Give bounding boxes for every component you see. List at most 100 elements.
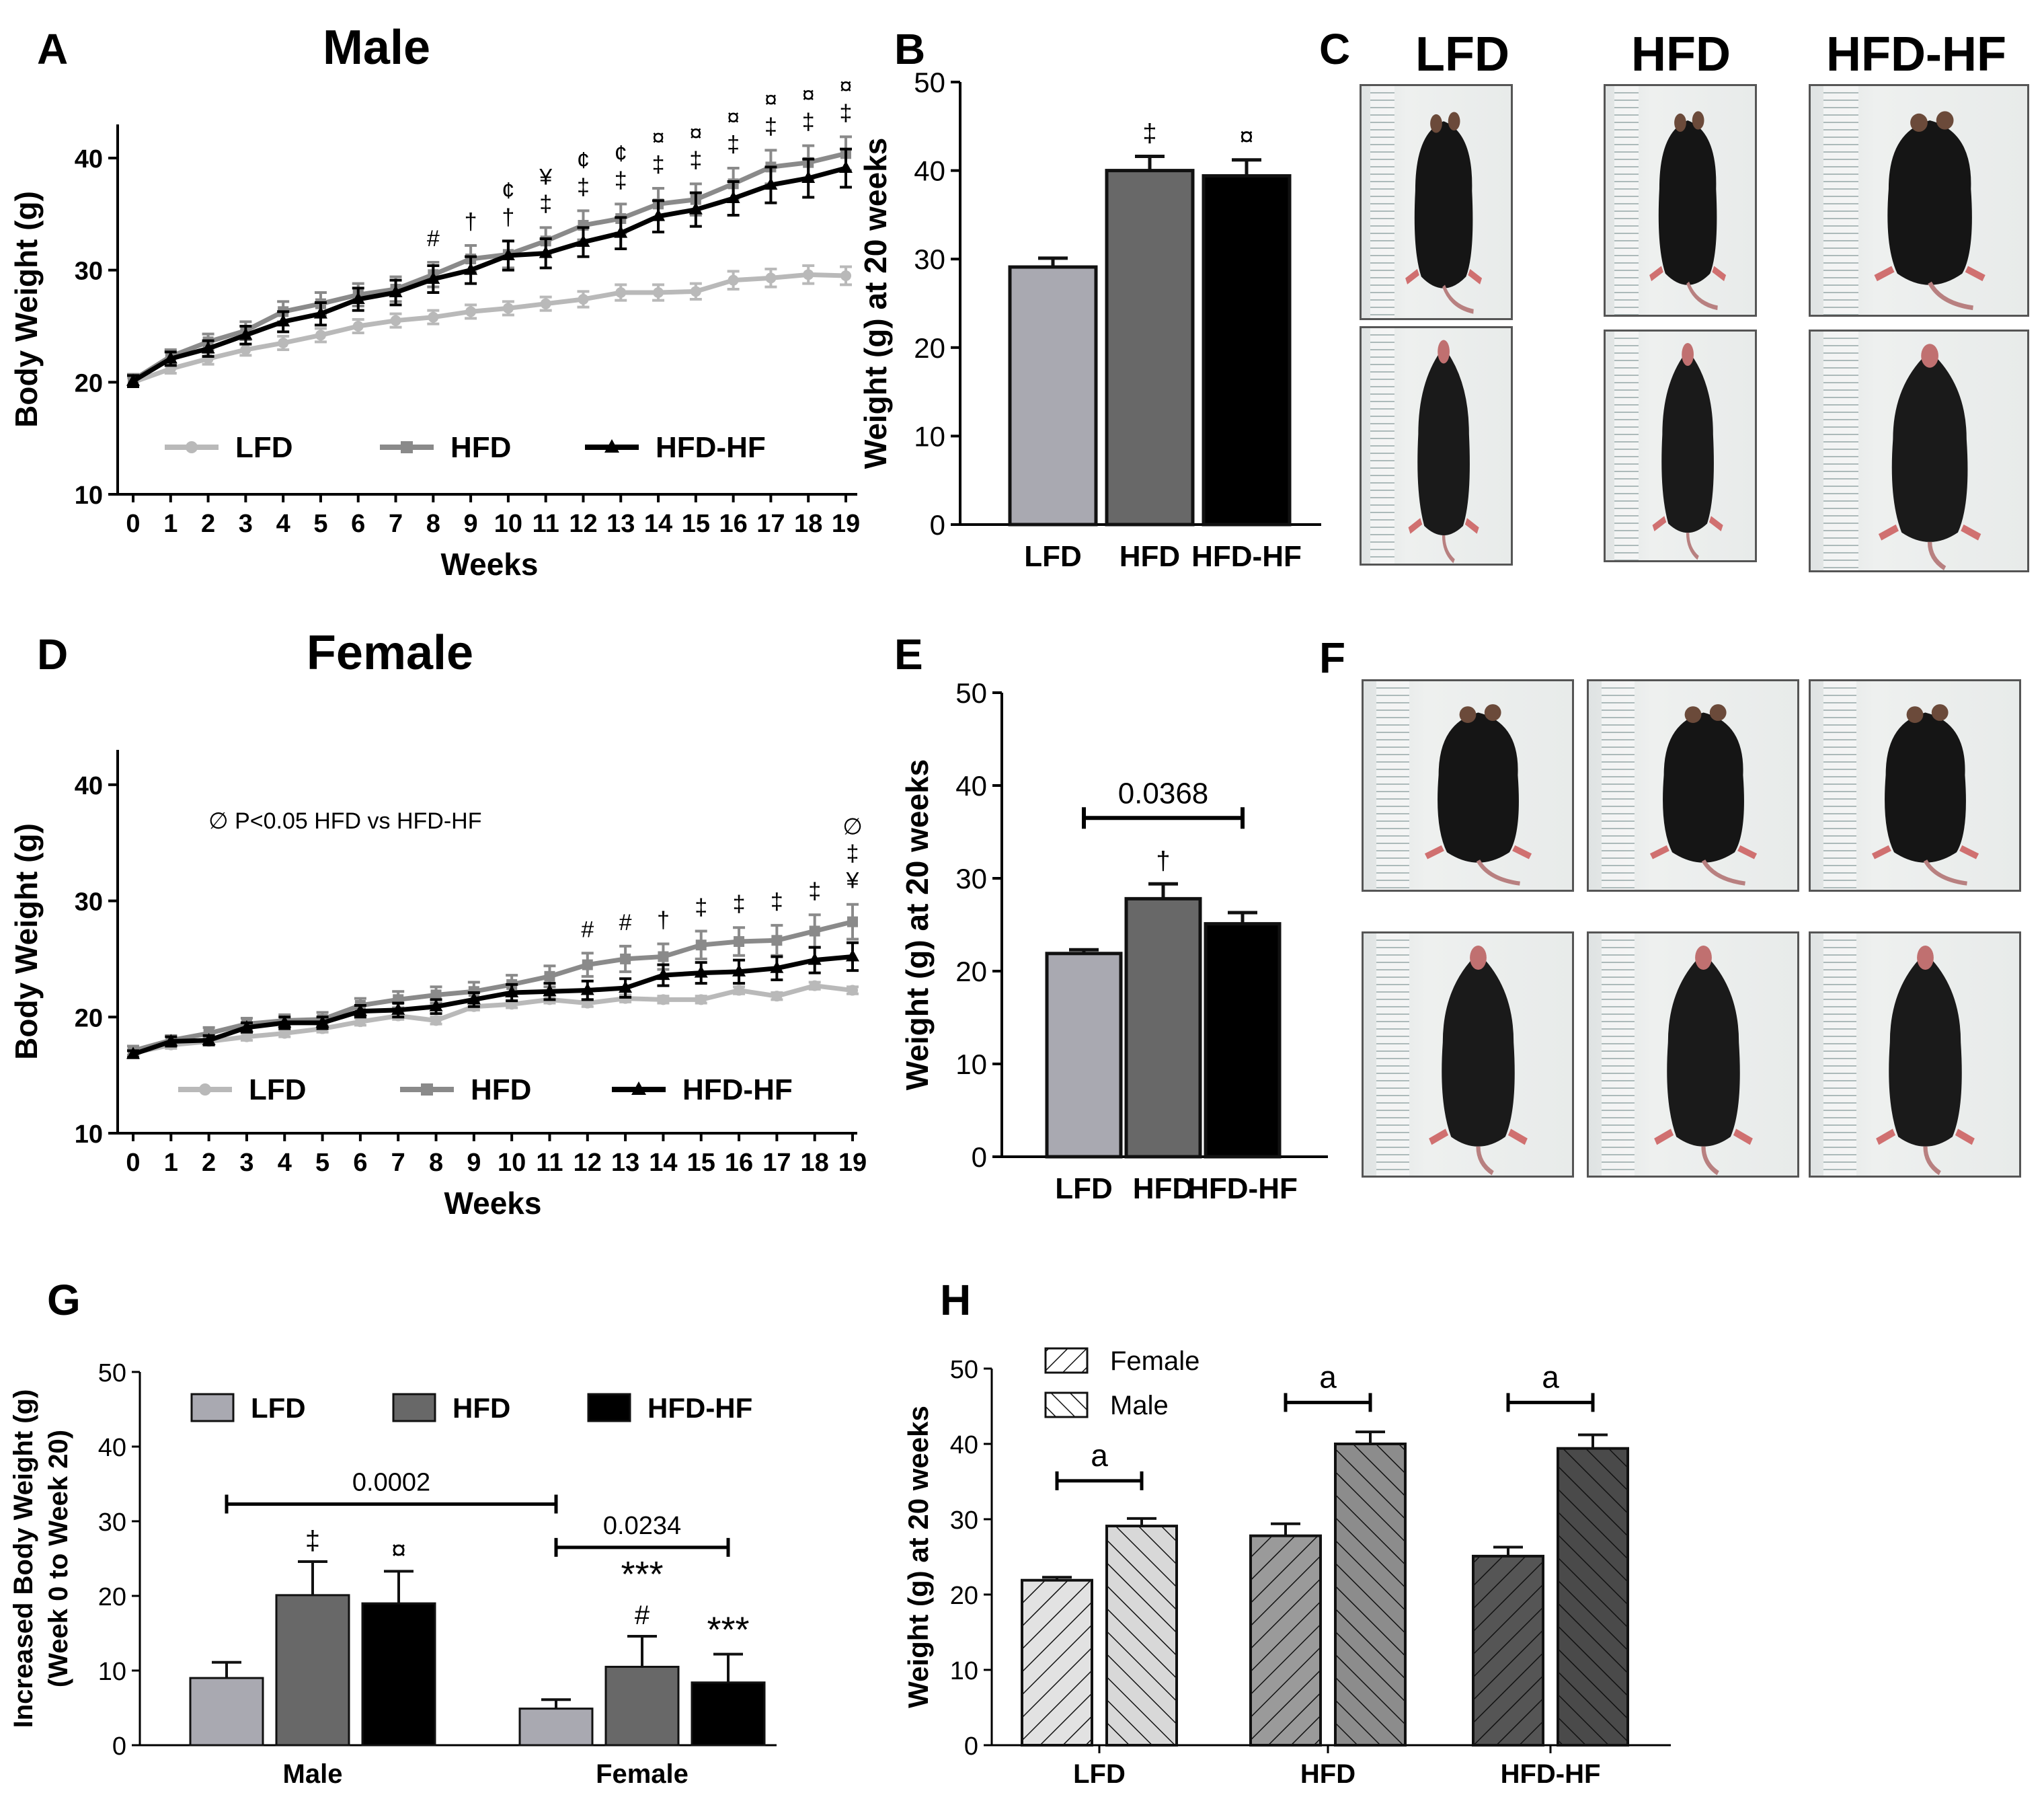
data-point	[620, 953, 631, 964]
significance-mark: #	[635, 1601, 650, 1630]
y-tick-label: 20	[914, 332, 945, 364]
y-axis-label: Weight (g) at 20 weeks	[902, 1406, 934, 1708]
x-tick-label: LFD	[1024, 540, 1082, 573]
data-point	[464, 262, 478, 275]
data-point	[164, 1034, 178, 1046]
y-tick-label: 50	[955, 677, 987, 709]
panel-letter-H: H	[940, 1276, 971, 1324]
y-tick-label: 10	[955, 1048, 987, 1080]
data-point	[847, 985, 858, 996]
data-point	[801, 171, 816, 183]
y-tick-label: 50	[950, 1356, 978, 1384]
data-point	[582, 959, 593, 970]
x-tick-label: 1	[163, 510, 178, 538]
data-point	[576, 235, 590, 247]
x-tick-label: HFD-HF	[1187, 1172, 1298, 1205]
x-tick-label: Female	[596, 1759, 689, 1789]
bar-LFD	[1045, 952, 1123, 1159]
significance-mark: #	[619, 910, 632, 935]
photo-F-top-lfd	[1362, 679, 1574, 892]
x-tick-label: 12	[574, 1149, 602, 1177]
data-point	[695, 940, 707, 951]
data-point	[809, 980, 820, 991]
ruler	[1370, 328, 1394, 564]
data-point	[652, 208, 666, 221]
significance-mark: ¤	[840, 73, 853, 99]
x-tick-label: 19	[838, 1149, 867, 1177]
x-tick-label: 18	[801, 1149, 829, 1177]
legend-marker	[631, 1081, 646, 1095]
ruler	[1370, 86, 1394, 318]
data-point	[765, 272, 777, 284]
data-point	[163, 351, 178, 364]
mouse-photo	[1408, 340, 1479, 564]
y-tick-label: 50	[914, 67, 945, 98]
data-point	[502, 303, 514, 314]
bar-Female-HFD-HF	[691, 1681, 766, 1747]
x-tick-label: 13	[611, 1149, 639, 1177]
y-tick-label: 20	[955, 956, 987, 987]
legend-marker	[186, 441, 198, 453]
data-point	[278, 338, 289, 348]
panel-title-female: Female	[307, 626, 473, 680]
data-point	[846, 949, 859, 962]
legend-swatch	[190, 1393, 235, 1422]
x-tick-label: 4	[276, 510, 290, 538]
legend-label: HFD-HF	[656, 431, 766, 464]
photo-header-hfd: HFD	[1631, 28, 1731, 81]
x-axis-label: Weeks	[444, 1186, 542, 1221]
x-tick-label: 4	[278, 1149, 292, 1177]
x-tick-label: 3	[239, 1149, 253, 1177]
x-tick-label: 14	[649, 1149, 677, 1177]
series-line-LFD	[132, 272, 847, 385]
data-point	[126, 1046, 140, 1059]
x-tick-label: 2	[201, 510, 215, 538]
x-tick-label: 10	[498, 1149, 526, 1177]
mouse-photo	[1649, 111, 1727, 311]
significance-mark: ¤	[652, 125, 665, 151]
significance-mark: ¢	[577, 147, 590, 173]
x-tick-label: 11	[533, 510, 559, 538]
legend-label: Female	[1110, 1346, 1200, 1376]
bar-Male-LFD	[189, 1677, 264, 1747]
data-point	[764, 178, 778, 190]
x-tick-label: 15	[687, 1149, 715, 1177]
legend-swatch	[1044, 1391, 1089, 1418]
x-tick-label: 10	[494, 510, 522, 538]
legend-label: HFD-HF	[647, 1392, 752, 1424]
x-tick-label: 12	[569, 510, 597, 538]
data-point	[315, 1015, 329, 1028]
y-tick-label: 40	[98, 1434, 126, 1462]
data-point	[770, 960, 784, 973]
significance-mark: ‡	[847, 841, 859, 867]
x-tick-label: 5	[313, 510, 327, 538]
x-tick-label: 6	[353, 1149, 367, 1177]
data-point	[426, 272, 440, 284]
ruler	[1823, 681, 1857, 890]
x-tick-label: 17	[762, 1149, 791, 1177]
data-point	[239, 1020, 253, 1032]
y-tick-label: 10	[950, 1657, 978, 1685]
data-point	[241, 1031, 252, 1042]
data-point	[544, 970, 555, 982]
data-point	[353, 1003, 367, 1016]
significance-mark: ¤	[391, 1535, 406, 1565]
data-point	[354, 1016, 366, 1028]
ruler	[1376, 933, 1410, 1176]
significance-mark: ¢	[502, 178, 514, 203]
panel-letter-A: A	[37, 25, 68, 73]
y-tick-label: 30	[914, 243, 945, 275]
y-axis-label: Body Weight (g)	[9, 191, 44, 428]
data-point	[467, 992, 481, 1005]
mouse-photo	[1876, 946, 1975, 1176]
ruler	[1823, 332, 1858, 570]
data-point	[390, 315, 401, 326]
y-tick-label: 0	[112, 1732, 126, 1761]
significance-mark: ¤	[764, 87, 777, 112]
y-tick-label: 20	[98, 1583, 126, 1611]
panel-letter-C: C	[1319, 25, 1350, 73]
x-tick-label: 0	[126, 510, 140, 538]
